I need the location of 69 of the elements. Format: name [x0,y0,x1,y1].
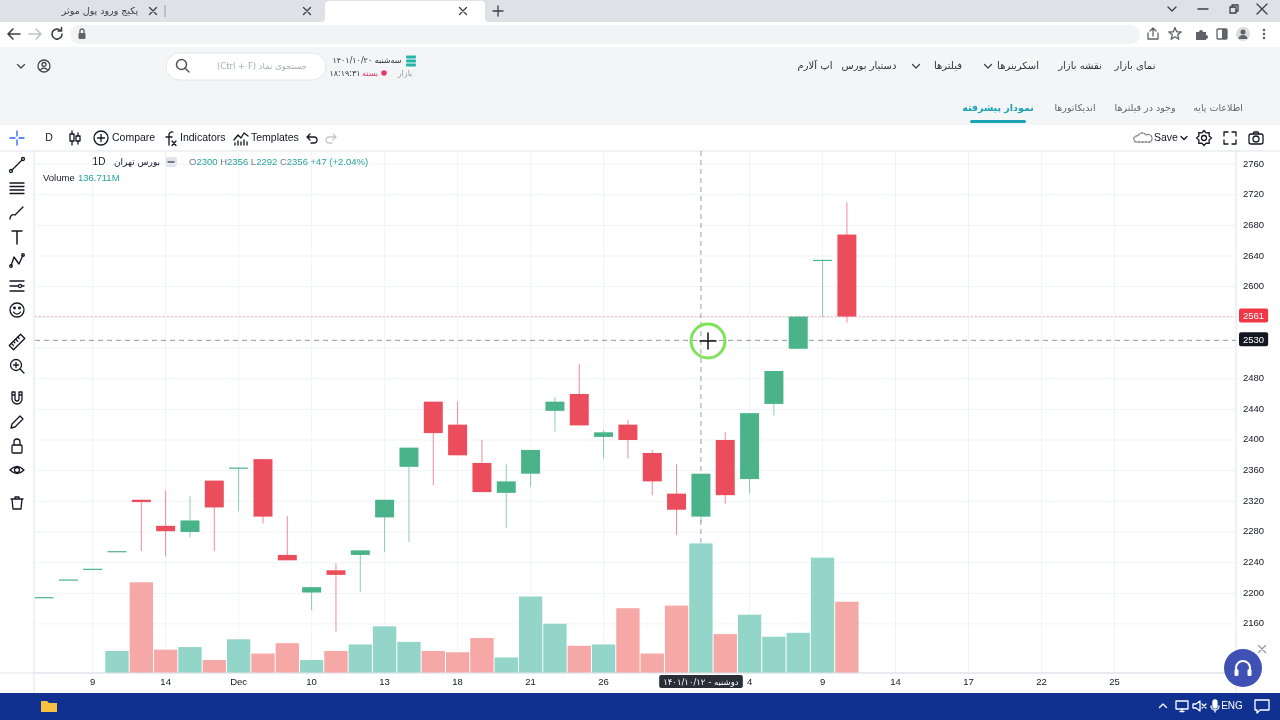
ref-line-label: 2530 [1243,333,1265,345]
x-tick-label: 18 [452,675,463,687]
text: Templates [251,130,299,143]
x-tick-label: 9 [819,675,826,687]
text: اندیکاتورها [1054,101,1096,113]
x-tick-label: 22 [1036,675,1047,687]
bar [202,660,226,673]
text: فیلترها [934,60,963,71]
x-tick-label: دوشنبه - ۱۴۰۱/۱۰/۱۲ [663,676,739,687]
bar [178,647,202,673]
text: اپ آلارم [797,59,833,71]
x-tick-label: Dec [230,675,248,687]
text: ۱۸:۱۹:۳۱ [329,68,361,78]
text: Indicators [180,130,226,143]
x-tick-label: 26 [598,675,609,687]
chart-title: Volume [43,171,75,183]
x-tick-label: 4 [746,675,753,687]
y-tick-label: 2440 [1243,402,1265,414]
x-tick-label: 9 [90,675,96,687]
text: نقشه بازار [1057,60,1102,71]
x-tick-label: 10 [306,675,317,687]
bar [591,644,616,673]
y-tick-label: 2720 [1243,188,1265,200]
text: جستجوی نماد (Ctrl + F) [216,60,308,71]
bar [299,660,324,673]
y-tick-label: 2400 [1243,433,1265,445]
text: D [45,130,54,143]
text: بسته [361,68,379,78]
y-tick-label: 2640 [1243,249,1265,261]
annotation: بورس تهران [113,156,161,167]
y-tick-label: 2680 [1243,218,1265,230]
bar [567,645,591,673]
text: نمودار پیشرفته [962,101,1034,114]
y-tick-label: 2480 [1243,372,1265,384]
text: اطلاعات پایه [1193,101,1243,113]
x-tick-label: 14 [160,675,171,687]
x-tick-label: 14 [890,675,901,687]
x-tick-label: 17 [963,675,974,687]
bar [324,650,348,673]
x-tick-label: 13 [379,675,390,687]
text: سه‌شنبه ۱۴۰۱/۱۰/۲۰ [332,55,402,65]
text: ENG [1221,699,1244,711]
y-tick-label: 2160 [1243,617,1265,629]
text: اسکرینرها [997,60,1039,71]
text: Save [1154,130,1179,143]
bar [689,543,713,673]
bar [226,639,251,673]
y-tick-label: 2320 [1243,494,1265,506]
text: نمای بازار [1113,60,1156,71]
y-tick-label: 2360 [1243,464,1265,476]
bar [835,601,859,673]
text: دستیار بورس [841,60,897,71]
text: Compare [112,130,156,143]
annotation: 1D [92,155,106,167]
text: O2300 H2356 L2292 C2356 +47 (+2.04%) [189,155,369,167]
text: وجود در فیلترها [1114,101,1176,113]
y-tick-label: 2240 [1243,556,1265,568]
y-tick-label: 2200 [1243,586,1265,598]
y-tick-label: 2760 [1243,157,1265,169]
y-tick-label: 2280 [1243,525,1265,537]
ref-line-label: 2561 [1243,310,1265,322]
bar [713,634,737,673]
x-tick-label: 25 [1109,675,1120,687]
annotation: 136.711M [78,171,120,183]
bar [105,650,129,673]
text: بازار [396,68,413,78]
text: پکیج ورود پول موثر [60,4,139,16]
y-tick-label: 2600 [1243,280,1265,292]
x-tick-label: 21 [525,675,536,687]
